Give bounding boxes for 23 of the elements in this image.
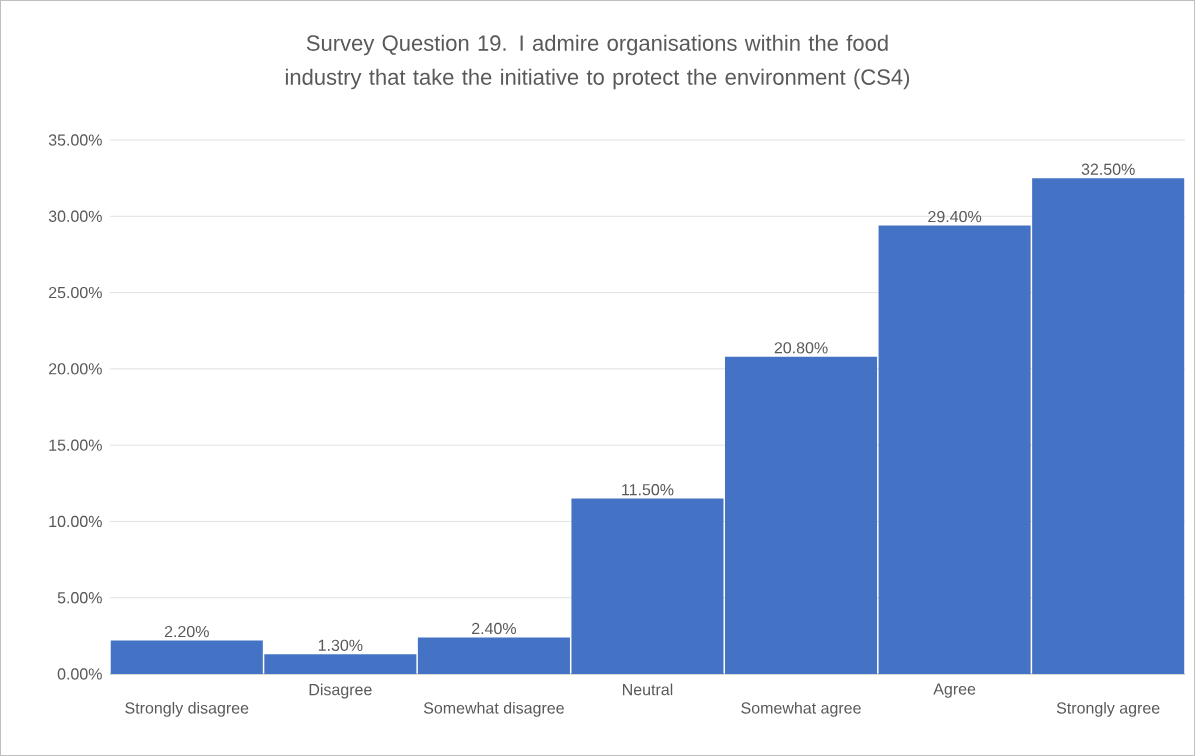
y-tick-label: 20.00%: [49, 363, 102, 375]
x-tick-label: Disagree: [309, 683, 372, 699]
y-tick-label: 35.00%: [48, 134, 102, 146]
y-tick-label: 30.00%: [48, 210, 102, 222]
data-label: 1.30%: [318, 639, 363, 651]
y-tick-label: 10.00%: [49, 515, 102, 528]
data-label: 2.20%: [164, 625, 209, 638]
x-tick-label: Agree: [933, 683, 976, 698]
x-tick-label: Neutral: [623, 683, 673, 696]
data-label: 32.50%: [1081, 163, 1135, 175]
y-tick-label: 5.00%: [57, 592, 102, 604]
x-tick-label: Somewhat agree: [741, 701, 861, 717]
x-tick-label: Strongly agree: [1056, 701, 1160, 717]
x-tick-label: Somewhat disagree: [423, 701, 564, 717]
data-label: 29.40%: [928, 210, 982, 223]
data-label: 20.80%: [774, 342, 828, 354]
y-tick-label: 25.00%: [49, 286, 102, 299]
data-label: 11.50%: [622, 484, 674, 496]
y-tick-label: 15.00%: [49, 439, 102, 451]
chart-title: Survey Question 19. I admire organisations within the food industry that take the initiative to protect the environment (CS4): [285, 34, 910, 90]
x-tick-label: Strongly disagree: [125, 701, 249, 717]
y-tick-label: 0.00%: [57, 668, 102, 680]
data-label: 2.40%: [472, 622, 517, 635]
